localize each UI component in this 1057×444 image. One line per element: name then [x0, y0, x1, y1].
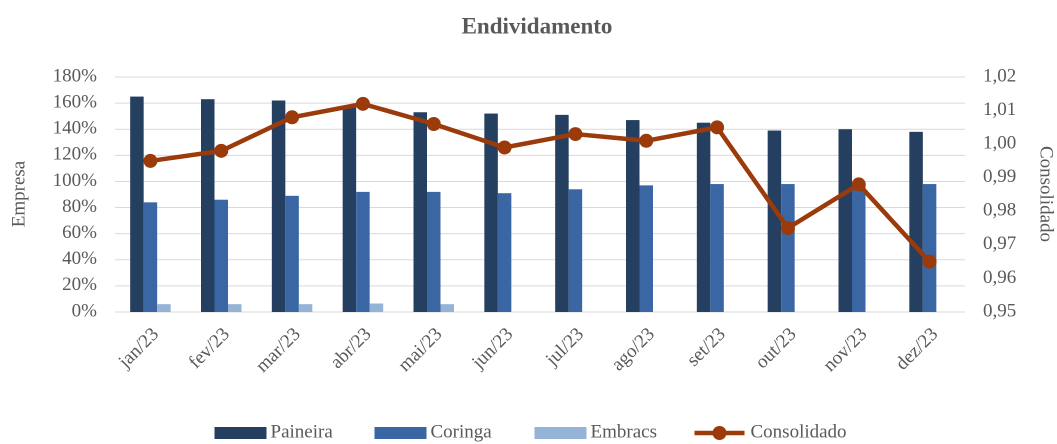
y-tick-label: 180% — [53, 65, 98, 86]
bar — [143, 202, 158, 312]
bar — [555, 114, 569, 312]
legend-swatch — [374, 427, 427, 439]
marker — [214, 143, 229, 158]
chart-title: Endividamento — [462, 13, 613, 38]
bar — [484, 113, 498, 312]
bar — [356, 191, 370, 312]
y2-tick-label: 0,96 — [983, 267, 1016, 288]
bar — [271, 100, 286, 312]
marker — [143, 153, 158, 168]
y-tick-label: 160% — [53, 91, 98, 112]
x-tick-label: out/23 — [751, 324, 800, 373]
x-tick-label: jun/23 — [467, 324, 517, 374]
bar — [838, 129, 852, 312]
bar — [626, 120, 640, 312]
bar — [922, 184, 937, 312]
bar — [497, 193, 512, 312]
legend-swatch — [712, 426, 727, 440]
x-tick-label: fev/23 — [185, 324, 234, 373]
marker — [851, 177, 866, 192]
y-tick-label: 100% — [53, 170, 98, 191]
bar — [413, 112, 427, 312]
legend-label: Embracs — [591, 421, 657, 442]
x-tick-label: mar/23 — [252, 324, 305, 377]
x-tick-label: abr/23 — [326, 324, 375, 373]
line — [150, 101, 932, 264]
bar — [440, 304, 454, 312]
x-tick-label: mai/23 — [394, 324, 446, 376]
y2-tick-label: 0,99 — [983, 166, 1016, 187]
bar — [298, 304, 313, 312]
y2-tick-label: 0,95 — [983, 300, 1016, 321]
y-tick-label: 20% — [62, 274, 97, 295]
y-axis-label: Empresa — [8, 160, 29, 227]
y2-axis-label: Consolidado — [1036, 146, 1057, 242]
x-tick-label: ago/23 — [607, 324, 658, 375]
bar — [285, 195, 299, 312]
bar — [852, 184, 866, 312]
bar — [568, 189, 583, 312]
marker — [780, 221, 795, 236]
y-tick-label: 140% — [53, 118, 98, 139]
x-tick-label: nov/23 — [819, 324, 871, 376]
y-tick-label: 0% — [72, 300, 98, 321]
legend-swatch — [534, 427, 587, 439]
marker — [710, 120, 725, 135]
bar — [909, 131, 923, 312]
y2-tick-label: 1,02 — [983, 65, 1016, 86]
bar — [427, 191, 441, 312]
bar — [639, 185, 653, 312]
y2-tick-label: 0,98 — [983, 200, 1016, 221]
x-tick-label: jul/23 — [541, 324, 588, 371]
marker — [568, 127, 583, 142]
legend-label: Consolidado — [751, 421, 847, 442]
marker — [426, 117, 441, 131]
bar — [767, 130, 782, 312]
marker — [285, 110, 300, 125]
bar — [781, 184, 795, 312]
legend-swatch — [214, 427, 267, 439]
marker — [922, 254, 937, 269]
legend-label: Coringa — [431, 421, 493, 442]
marker — [497, 140, 512, 155]
y2-tick-label: 1,00 — [983, 133, 1016, 154]
bar — [710, 184, 724, 312]
bar — [157, 304, 171, 312]
x-tick-label: set/23 — [683, 324, 730, 371]
marker — [355, 96, 370, 111]
y-tick-label: 60% — [62, 222, 97, 243]
bar — [696, 122, 711, 312]
bar — [369, 303, 384, 312]
y-tick-label: 120% — [53, 144, 98, 165]
legend-label: Paineira — [271, 421, 334, 442]
y2-tick-label: 1,01 — [983, 99, 1016, 120]
bar — [228, 304, 242, 312]
bar — [342, 105, 357, 312]
bar — [130, 96, 144, 312]
y2-tick-label: 0,97 — [983, 233, 1016, 254]
y-tick-label: 40% — [62, 248, 97, 269]
y-tick-label: 80% — [62, 196, 97, 217]
x-tick-label: jan/23 — [114, 324, 163, 373]
x-tick-label: dez/23 — [892, 324, 943, 375]
bar — [214, 199, 228, 312]
bar — [201, 99, 215, 312]
marker — [639, 133, 654, 148]
